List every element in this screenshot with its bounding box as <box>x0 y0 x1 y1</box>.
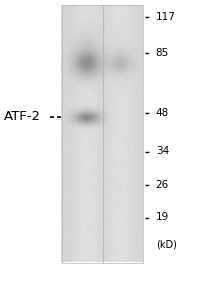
Text: 117: 117 <box>156 11 176 22</box>
Text: 85: 85 <box>156 47 169 58</box>
Text: ATF-2: ATF-2 <box>4 110 41 124</box>
Text: (kD): (kD) <box>156 239 177 250</box>
Text: 34: 34 <box>156 146 169 157</box>
Text: 19: 19 <box>156 212 169 223</box>
Text: 26: 26 <box>156 179 169 190</box>
Text: 48: 48 <box>156 107 169 118</box>
